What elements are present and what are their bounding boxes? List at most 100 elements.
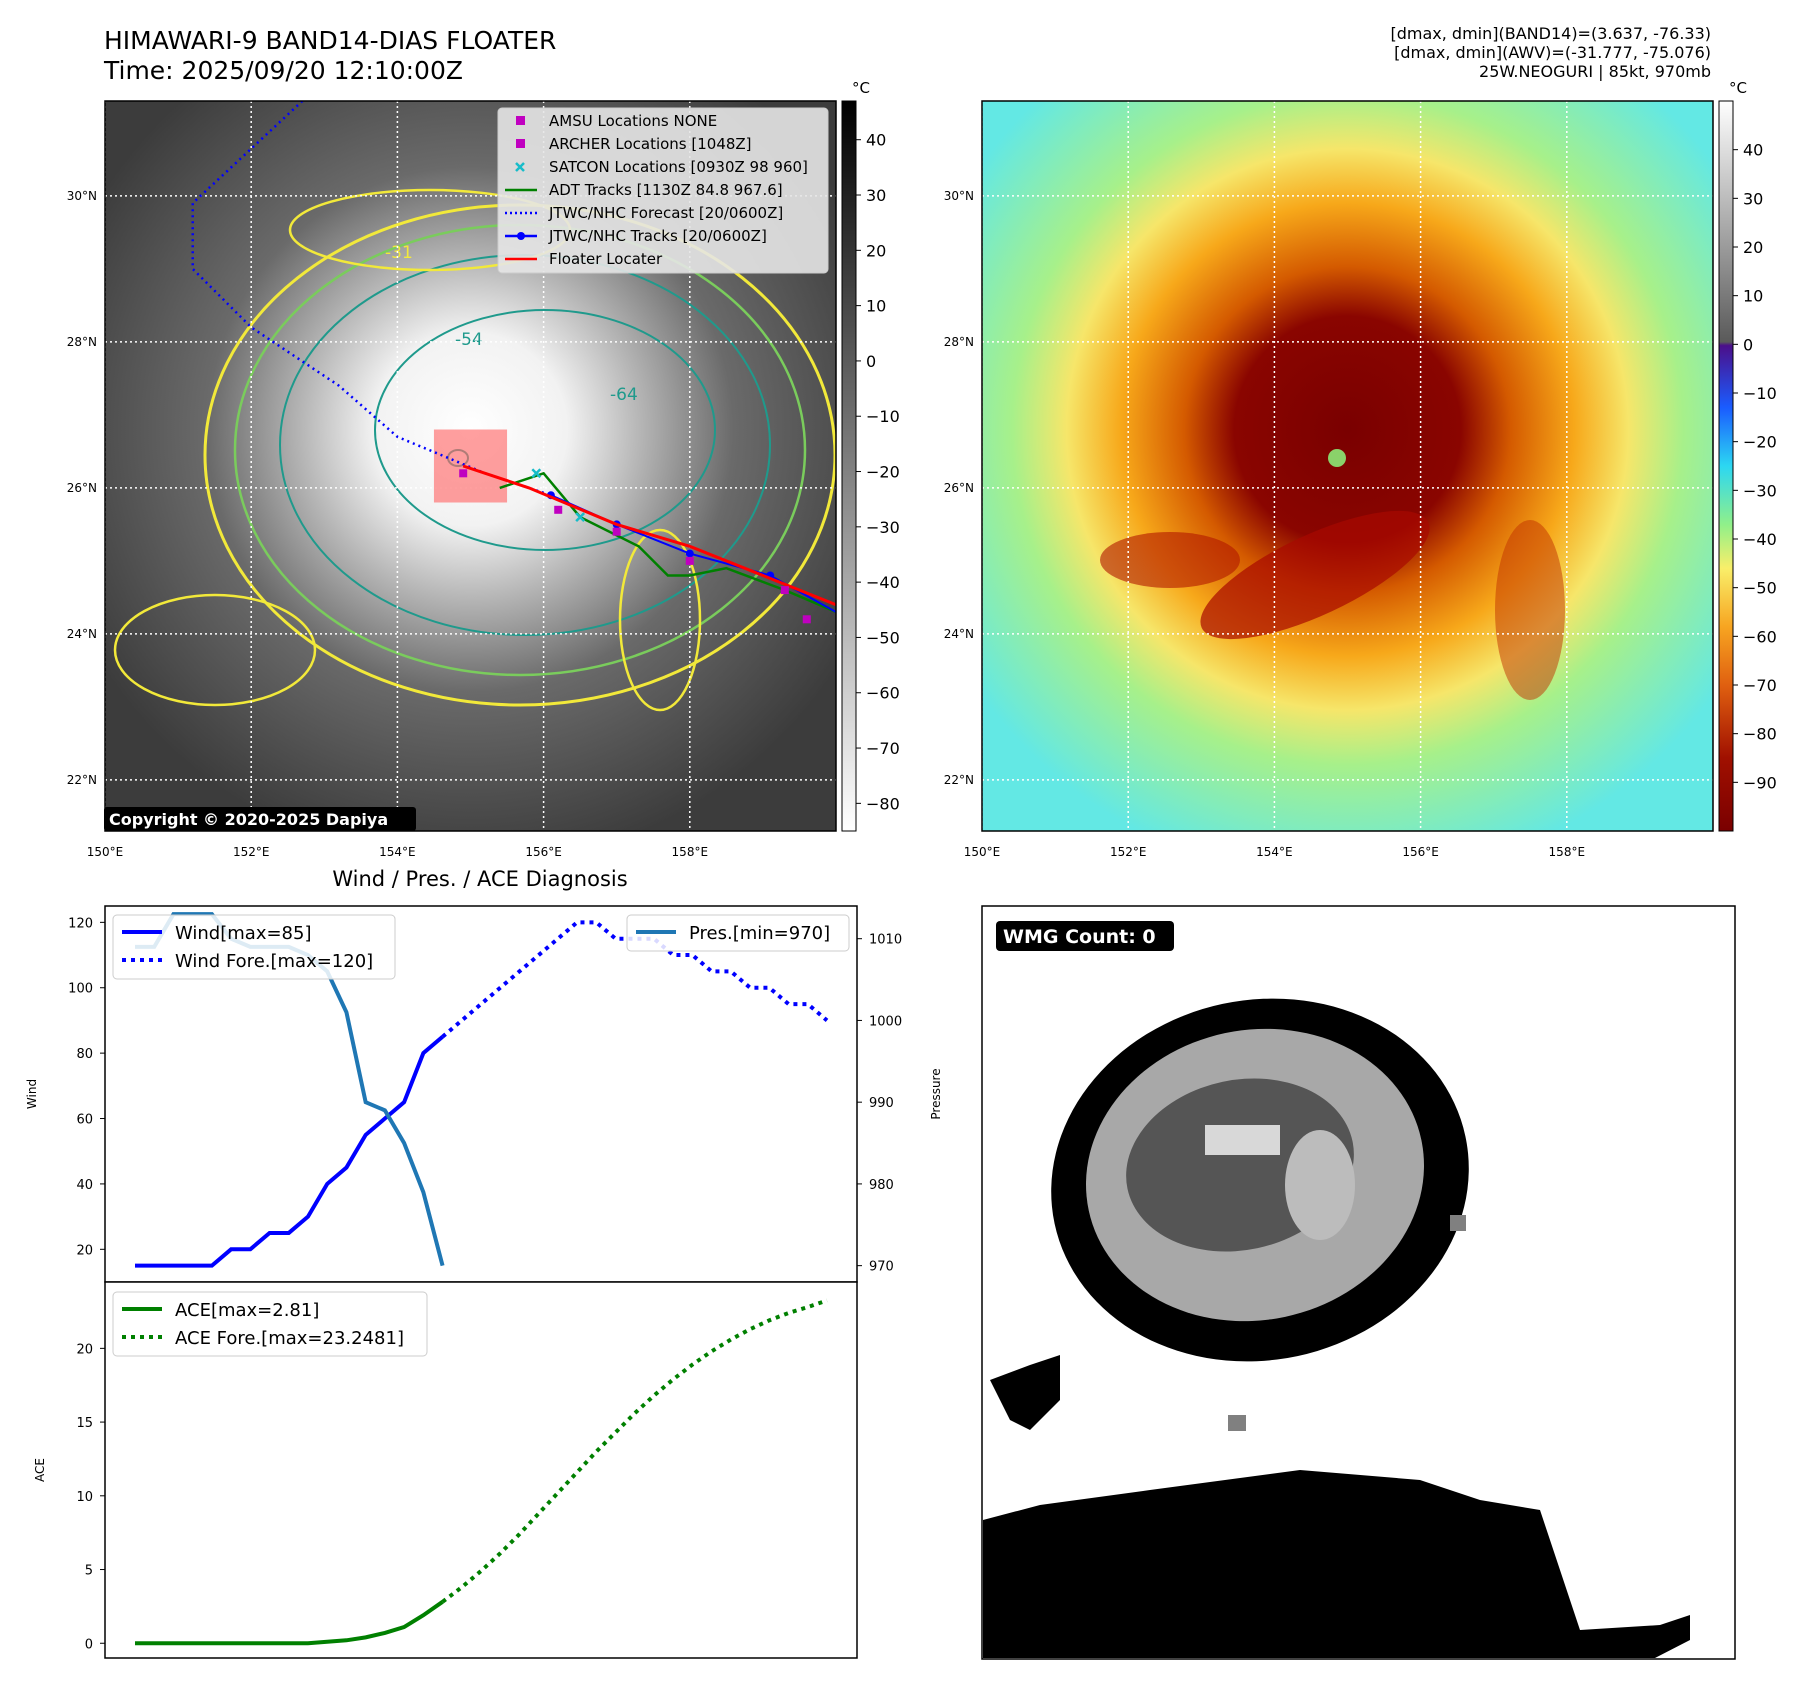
pressure-ytick-label: 970 xyxy=(869,1260,894,1275)
right-colorbar-tick-label: −50 xyxy=(1743,579,1777,598)
legend-label: JTWC/NHC Tracks [20/0600Z] xyxy=(548,227,767,245)
legend-marker-dot xyxy=(517,232,525,240)
ace-forecast-series-line xyxy=(441,1298,828,1604)
left-colorbar-tick-label: 0 xyxy=(866,352,876,371)
legend-marker-square xyxy=(516,116,525,125)
left-colorbar-tick-label: −60 xyxy=(866,684,900,703)
right-colorbar-tick-label: 30 xyxy=(1743,189,1763,208)
ace-series-line xyxy=(135,1600,444,1646)
right-lon-tick-label: 150°E xyxy=(964,845,1001,859)
awv-band-south xyxy=(1200,510,1430,640)
left-colorbar-tick-label: 30 xyxy=(866,186,886,205)
ace-legend-box xyxy=(112,1291,428,1357)
right-lat-tick-label: 28°N xyxy=(944,335,974,349)
archer-point xyxy=(802,615,811,624)
legend-label: Floater Locater xyxy=(549,250,663,268)
legend-marker-square xyxy=(516,139,525,148)
right-colorbar-tick-label: 20 xyxy=(1743,238,1763,257)
right-colorbar-tick-label: −30 xyxy=(1743,481,1777,500)
awv-background xyxy=(982,101,1713,831)
wmg-pixel-east xyxy=(1450,1215,1466,1231)
left-lat-tick-label: 30°N xyxy=(67,189,97,203)
right-map-ticks: 150°E 152°E 154°E 156°E 158°E 30°N 28°N 26°N 24°… xyxy=(944,189,1585,859)
right-lon-tick-label: 158°E xyxy=(1549,845,1586,859)
left-colorbar-tick-label: −80 xyxy=(866,794,900,813)
pressure-ytick-label: 1010 xyxy=(869,933,902,948)
right-colorbar-tick-label: 40 xyxy=(1743,141,1763,160)
copyright-box xyxy=(104,807,416,831)
satcon-point xyxy=(575,512,586,522)
awv-map-panel: 150°E 152°E 154°E 156°E 158°E 30°N 28°N 26°N 24°… xyxy=(944,100,1714,859)
legend-label: JTWC/NHC Forecast [20/0600Z] xyxy=(548,204,783,222)
pressure-legend-label: Pres.[min=970] xyxy=(689,923,830,944)
left-colorbar-tick-label: 40 xyxy=(866,131,886,150)
wind-ytick-label: 60 xyxy=(76,1113,93,1128)
left-colorbar-tick-label: 10 xyxy=(866,297,886,316)
diagnosis-title: Wind / Pres. / ACE Diagnosis xyxy=(332,867,627,891)
archer-point xyxy=(685,556,694,565)
archer-point xyxy=(612,527,621,536)
pressure-ytick-label: 990 xyxy=(869,1096,894,1111)
archer-point xyxy=(459,469,468,478)
right-colorbar-tick-label: 10 xyxy=(1743,287,1763,306)
left-lat-tick-label: 24°N xyxy=(67,627,97,641)
left-map-ticks: 150°E 152°E 154°E 156°E 158°E 30°N 28°N 26°N 24°… xyxy=(67,189,708,859)
wmg-bright-patch xyxy=(1205,1125,1280,1155)
left-lon-tick-label: 156°E xyxy=(525,845,562,859)
right-map-frame xyxy=(981,100,1714,832)
awv-eye xyxy=(1328,449,1346,467)
ace-fore-legend-label: ACE Fore.[max=23.2481] xyxy=(175,1328,404,1349)
right-colorbar-tick-label: −70 xyxy=(1743,676,1777,695)
wind-legend: Wind[max=85] Wind Fore.[max=120] xyxy=(112,914,396,980)
left-map-frame xyxy=(104,100,837,832)
right-colorbar-ticks: 40 30 20 10 0 −10 −20 −30 −40 −50 −60 −70 −80 −90 xyxy=(1733,141,1777,792)
wmg-fragment-west xyxy=(990,1355,1060,1430)
wind-series-line xyxy=(135,1035,444,1268)
right-colorbar-bar xyxy=(1718,100,1734,832)
right-lat-tick-label: 24°N xyxy=(944,627,974,641)
wmg-panel: WMG Count: 0 xyxy=(981,905,1736,1660)
left-colorbar-tick-label: −30 xyxy=(866,518,900,537)
left-colorbar-unit: °C xyxy=(852,79,870,97)
wind-fore-legend-label: Wind Fore.[max=120] xyxy=(175,951,373,972)
pressure-legend-box xyxy=(626,914,850,952)
left-colorbar-tick-label: −70 xyxy=(866,739,900,758)
contour-band-southeast xyxy=(618,528,702,712)
right-colorbar-unit: °C xyxy=(1729,79,1747,97)
right-lon-tick-label: 154°E xyxy=(1256,845,1293,859)
storm-tracks xyxy=(191,101,836,624)
contour-label-31: -31 xyxy=(385,243,413,263)
right-lat-tick-label: 26°N xyxy=(944,481,974,495)
ace-ytick-label: 10 xyxy=(76,1490,93,1505)
right-colorbar-tick-label: −60 xyxy=(1743,627,1777,646)
right-colorbar-tick-label: −40 xyxy=(1743,530,1777,549)
info-line-3: 25W.NEOGURI | 85kt, 970mb xyxy=(1479,62,1711,81)
left-lat-tick-label: 28°N xyxy=(67,335,97,349)
wind-legend-label: Wind[max=85] xyxy=(175,923,312,944)
left-colorbar-tick-label: −20 xyxy=(866,463,900,482)
awv-band-east xyxy=(1495,520,1565,700)
ir-map-panel: -31 -54 -64 150°E 152°E 154°E 156°E 158°E 30°… xyxy=(67,100,837,859)
right-colorbar-tick-label: −10 xyxy=(1743,384,1777,403)
left-lon-tick-label: 150°E xyxy=(87,845,124,859)
wind-legend-box xyxy=(112,914,396,980)
legend-label: ADT Tracks [1130Z 84.8 967.6] xyxy=(549,181,783,199)
legend-label: ARCHER Locations [1048Z] xyxy=(549,135,752,153)
wmg-pixel-map xyxy=(983,998,1690,1658)
left-lon-tick-label: 154°E xyxy=(379,845,416,859)
ace-axis-label: ACE xyxy=(33,1458,47,1482)
wmg-land-mass xyxy=(983,1470,1690,1658)
right-colorbar-tick-label: −80 xyxy=(1743,725,1777,744)
storm-info: [dmax, dmin](BAND14)=(3.637, -76.33) [dm… xyxy=(1391,24,1712,81)
pressure-ytick-label: 1000 xyxy=(869,1014,902,1029)
info-line-2: [dmax, dmin](AWV)=(-31.777, -75.076) xyxy=(1394,43,1711,62)
right-colorbar-tick-label: 0 xyxy=(1743,335,1753,354)
wmg-eye-patch xyxy=(1285,1130,1355,1240)
contour-inner xyxy=(374,309,716,551)
floater-track-line xyxy=(462,464,836,607)
left-colorbar-tick-label: 20 xyxy=(866,241,886,260)
wind-axis-label: Wind xyxy=(25,1079,39,1109)
right-lat-tick-label: 22°N xyxy=(944,773,974,787)
right-lon-tick-label: 152°E xyxy=(1110,845,1147,859)
